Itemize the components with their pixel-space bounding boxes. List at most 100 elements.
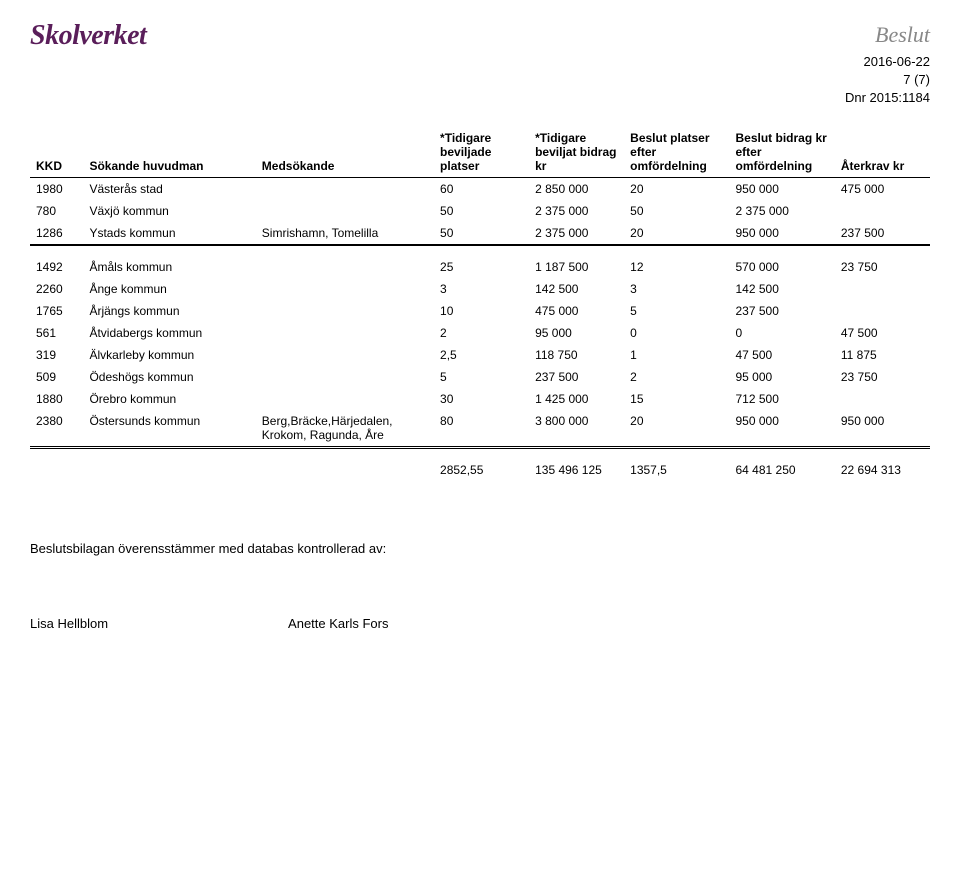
- table-cell: 2 375 000: [529, 200, 624, 222]
- table-cell: 2: [434, 322, 529, 344]
- logo: Skolverket: [30, 20, 146, 52]
- table-cell: Östersunds kommun: [83, 410, 255, 448]
- table-cell: [256, 344, 434, 366]
- table-row: 1880Örebro kommun301 425 00015712 500: [30, 388, 930, 410]
- table-cell: [256, 388, 434, 410]
- table-cell: [835, 278, 930, 300]
- table-row: 1765Årjängs kommun10475 0005237 500: [30, 300, 930, 322]
- table-cell: Västerås stad: [83, 178, 255, 201]
- table-cell: Årjängs kommun: [83, 300, 255, 322]
- beslut-title: Beslut: [845, 20, 930, 51]
- table-cell: 30: [434, 388, 529, 410]
- table-cell: Åtvidabergs kommun: [83, 322, 255, 344]
- table-cell: [835, 300, 930, 322]
- table-row: 1492Åmåls kommun251 187 50012570 00023 7…: [30, 245, 930, 278]
- table-cell: 95 000: [529, 322, 624, 344]
- table-cell: 142 500: [730, 278, 835, 300]
- table-cell: Ånge kommun: [83, 278, 255, 300]
- table-cell: 2 375 000: [730, 200, 835, 222]
- table-cell: 47 500: [835, 322, 930, 344]
- date: 2016-06-22: [845, 53, 930, 71]
- header-meta: Beslut 2016-06-22 7 (7) Dnr 2015:1184: [845, 20, 930, 107]
- table-cell: Ödeshögs kommun: [83, 366, 255, 388]
- table-cell: 1 187 500: [529, 245, 624, 278]
- table-cell: 23 750: [835, 366, 930, 388]
- table-cell: 2260: [30, 278, 83, 300]
- page-number: 7 (7): [845, 71, 930, 89]
- table-cell: [835, 200, 930, 222]
- table-cell: 15: [624, 388, 729, 410]
- table-cell: [256, 322, 434, 344]
- table-body: 1980Västerås stad602 850 00020950 000475…: [30, 178, 930, 482]
- table-cell: Åmåls kommun: [83, 245, 255, 278]
- footer-confirm: Beslutsbilagan överensstämmer med databa…: [30, 541, 930, 556]
- table-cell: 561: [30, 322, 83, 344]
- table-row: 1286Ystads kommunSimrishamn, Tomelilla50…: [30, 222, 930, 245]
- table-cell: 1880: [30, 388, 83, 410]
- table-cell: 237 500: [835, 222, 930, 245]
- table-cell: Ystads kommun: [83, 222, 255, 245]
- table-cell: 3 800 000: [529, 410, 624, 448]
- table-cell: 11 875: [835, 344, 930, 366]
- table-cell: 237 500: [730, 300, 835, 322]
- table-cell: 142 500: [529, 278, 624, 300]
- signatures: Lisa Hellblom Anette Karls Fors: [30, 616, 930, 631]
- totals-cell: 2852,55: [434, 448, 529, 482]
- col-kkd: KKD: [30, 127, 83, 178]
- table-cell: Simrishamn, Tomelilla: [256, 222, 434, 245]
- totals-cell: [256, 448, 434, 482]
- table-cell: Älvkarleby kommun: [83, 344, 255, 366]
- table-cell: [256, 245, 434, 278]
- table-cell: 25: [434, 245, 529, 278]
- table-cell: [256, 366, 434, 388]
- table-cell: 3: [434, 278, 529, 300]
- table-cell: 1492: [30, 245, 83, 278]
- table-row: 1980Västerås stad602 850 00020950 000475…: [30, 178, 930, 201]
- col-beslut-platser: Beslut platser efter omfördelning: [624, 127, 729, 178]
- table-cell: 950 000: [730, 178, 835, 201]
- table-cell: 319: [30, 344, 83, 366]
- totals-cell: 1357,5: [624, 448, 729, 482]
- table-cell: 950 000: [730, 410, 835, 448]
- totals-cell: 22 694 313: [835, 448, 930, 482]
- page-header: Skolverket Beslut 2016-06-22 7 (7) Dnr 2…: [30, 20, 930, 107]
- table-cell: 20: [624, 410, 729, 448]
- table-cell: 2380: [30, 410, 83, 448]
- table-cell: [256, 178, 434, 201]
- col-med: Medsökande: [256, 127, 434, 178]
- table-cell: 5: [434, 366, 529, 388]
- totals-cell: [83, 448, 255, 482]
- table-cell: 1 425 000: [529, 388, 624, 410]
- table-cell: 60: [434, 178, 529, 201]
- data-table: KKD Sökande huvudman Medsökande *Tidigar…: [30, 127, 930, 481]
- table-row: 2380Östersunds kommunBerg,Bräcke,Härjeda…: [30, 410, 930, 448]
- table-cell: 950 000: [730, 222, 835, 245]
- signature-1: Lisa Hellblom: [30, 616, 108, 631]
- table-cell: [256, 278, 434, 300]
- table-cell: 20: [624, 222, 729, 245]
- table-row: 509Ödeshögs kommun5237 500295 00023 750: [30, 366, 930, 388]
- table-cell: 509: [30, 366, 83, 388]
- table-cell: Berg,Bräcke,Härjedalen, Krokom, Ragunda,…: [256, 410, 434, 448]
- table-cell: [256, 200, 434, 222]
- col-beslut-bidrag: Beslut bidrag kr efter omfördelning: [730, 127, 835, 178]
- table-cell: 1286: [30, 222, 83, 245]
- table-cell: 0: [730, 322, 835, 344]
- table-cell: 118 750: [529, 344, 624, 366]
- table-cell: 3: [624, 278, 729, 300]
- signature-2: Anette Karls Fors: [288, 616, 388, 631]
- table-cell: 1: [624, 344, 729, 366]
- table-row: 319Älvkarleby kommun2,5118 750147 50011 …: [30, 344, 930, 366]
- col-platser: *Tidigare beviljade platser: [434, 127, 529, 178]
- table-cell: 475 000: [835, 178, 930, 201]
- table-cell: [256, 300, 434, 322]
- totals-cell: 64 481 250: [730, 448, 835, 482]
- table-cell: 950 000: [835, 410, 930, 448]
- totals-cell: [30, 448, 83, 482]
- table-cell: 570 000: [730, 245, 835, 278]
- table-cell: 2 375 000: [529, 222, 624, 245]
- table-cell: 20: [624, 178, 729, 201]
- table-cell: 95 000: [730, 366, 835, 388]
- table-row: 561Åtvidabergs kommun295 0000047 500: [30, 322, 930, 344]
- table-cell: 475 000: [529, 300, 624, 322]
